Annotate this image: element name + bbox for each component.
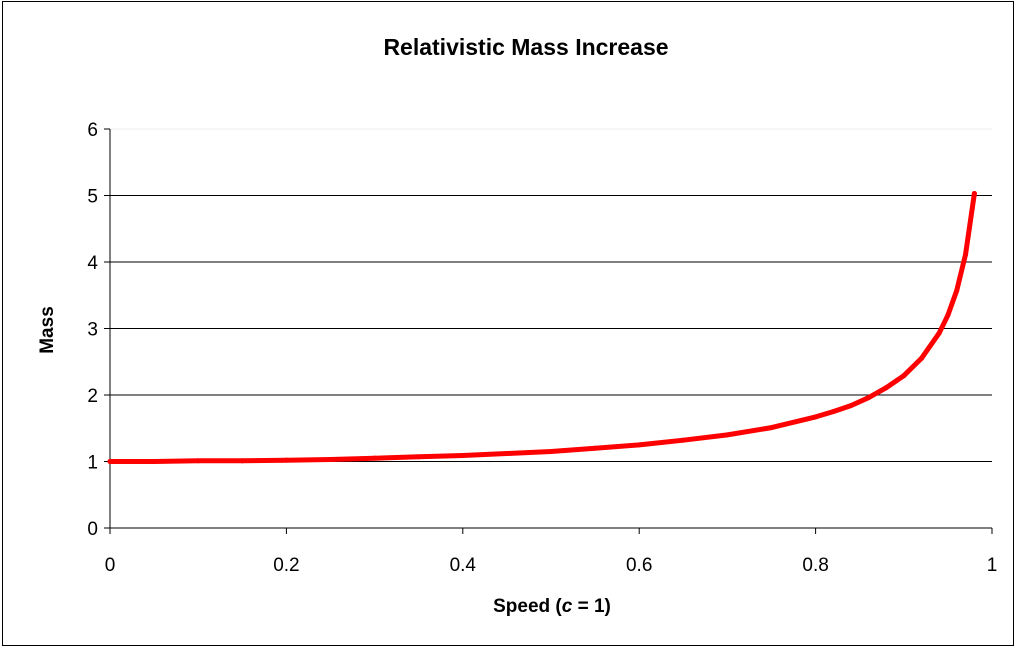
x-axis-title-suffix: = 1) xyxy=(572,596,611,617)
y-tick-label: 1 xyxy=(87,453,98,474)
chart-title: Relativistic Mass Increase xyxy=(383,34,668,60)
data-point xyxy=(724,432,730,438)
data-point xyxy=(830,409,836,415)
data-point xyxy=(954,288,960,294)
data-point xyxy=(636,442,642,448)
y-tick-label: 4 xyxy=(87,253,98,274)
data-point xyxy=(680,437,686,443)
data-point xyxy=(813,414,819,420)
x-tick-label: 0.4 xyxy=(450,555,477,576)
x-tick-label: 0.2 xyxy=(273,555,299,576)
data-point xyxy=(936,330,942,336)
x-axis-title-prefix: Speed ( xyxy=(493,596,562,617)
y-tick-label: 5 xyxy=(87,187,98,208)
data-point xyxy=(283,457,289,463)
data-point xyxy=(963,252,969,258)
data-point xyxy=(918,355,924,361)
x-tick-label: 0 xyxy=(105,555,116,576)
y-tick-label: 0 xyxy=(87,519,98,540)
y-tick-label: 6 xyxy=(87,120,98,141)
x-tick-label: 1 xyxy=(987,555,998,576)
data-point xyxy=(107,459,113,464)
data-point xyxy=(504,451,510,457)
data-point xyxy=(883,385,889,391)
grid-lines xyxy=(110,128,992,462)
data-point xyxy=(848,403,854,409)
data-point xyxy=(151,459,157,464)
x-axis-title: Speed (c = 1) xyxy=(493,596,611,617)
series-layer xyxy=(107,191,977,464)
data-point xyxy=(592,445,598,451)
x-tick-label: 0.8 xyxy=(802,555,828,576)
data-point xyxy=(866,395,872,401)
y-tick-label: 3 xyxy=(87,320,98,341)
data-point xyxy=(328,457,333,463)
y-axis-title: Mass xyxy=(37,306,58,354)
data-point xyxy=(945,312,951,318)
data-point xyxy=(372,455,378,461)
series-line xyxy=(107,191,977,464)
data-point xyxy=(769,425,774,431)
data-point xyxy=(239,458,245,464)
x-axis-title-variable: c xyxy=(562,596,573,617)
data-point xyxy=(195,458,201,464)
data-point xyxy=(548,449,554,455)
y-tick-labels: 0 1 2 3 4 5 6 xyxy=(87,120,98,540)
data-point xyxy=(460,453,466,459)
data-point xyxy=(416,454,422,460)
x-tick-label: 0.6 xyxy=(626,555,652,576)
data-point xyxy=(971,191,977,197)
y-tick-label: 2 xyxy=(87,386,98,407)
data-point xyxy=(901,373,907,379)
x-tick-labels: 0 0.2 0.4 0.6 0.8 1 xyxy=(105,555,998,576)
